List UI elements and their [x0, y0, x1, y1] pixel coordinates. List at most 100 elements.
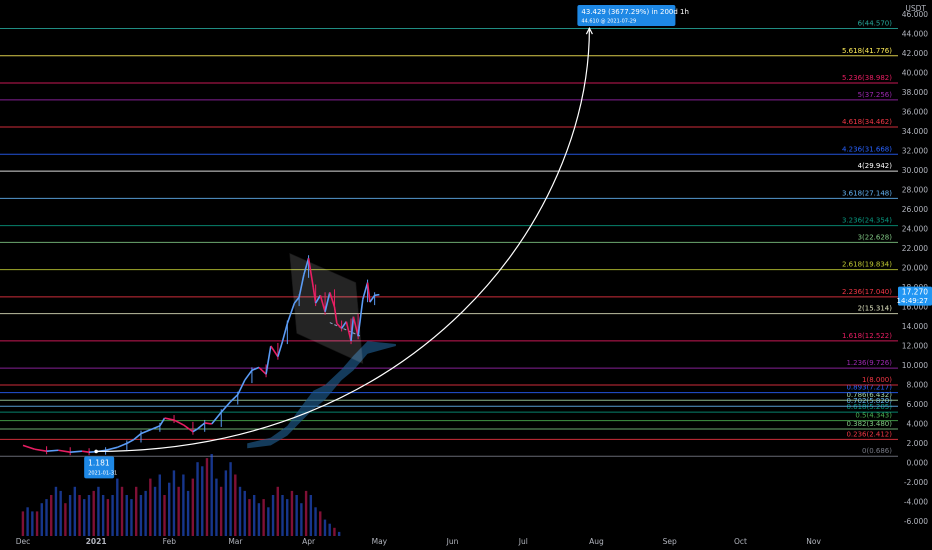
fib-level-label: 0.5(4.343) [855, 412, 892, 420]
y-tick-label: 42.000 [902, 49, 928, 58]
price-segment [307, 258, 315, 288]
price-segment [183, 424, 194, 433]
y-tick-label: 44.000 [902, 30, 928, 39]
price-segment [369, 294, 376, 303]
volume-bar [219, 486, 223, 536]
labels-group: 1.181 2021-01-31 43.429 (3677.29%) in 200d… [84, 5, 689, 479]
price-segment [281, 323, 289, 342]
projection-arrowhead [585, 26, 593, 35]
price-segment [140, 428, 154, 435]
volume-bar [40, 503, 43, 536]
volume-bar [224, 470, 228, 536]
volume-bar [333, 527, 336, 536]
volume-bar [238, 486, 242, 536]
x-tick-label: Apr [302, 537, 316, 546]
volume-bar [92, 490, 95, 536]
volume-bar [83, 499, 86, 536]
x-axis-background [0, 536, 932, 550]
volume-bar [191, 478, 195, 536]
volume-bar [257, 503, 261, 536]
price-segment [22, 444, 36, 451]
volume-bar [229, 462, 232, 536]
y-tick-label: 32.000 [902, 147, 928, 156]
price-segment [366, 282, 371, 303]
channel-midline [329, 322, 361, 337]
volume-bar [196, 462, 199, 536]
fib-level-label: 0.893(7.217) [846, 384, 892, 392]
fib-levels-group: 0(0.686) 0.236(2.412) 0.382(3.480)0.5(4.34… [0, 20, 898, 457]
fib-level-label: 0.236(2.412) [846, 430, 892, 438]
fib-level-label: 4.236(31.668) [842, 145, 892, 153]
x-tick-label: Mar [228, 537, 243, 546]
x-tick-label: Jul [518, 537, 528, 546]
volume-bar [182, 474, 185, 536]
volume-bar [215, 478, 218, 536]
volume-bar [319, 511, 322, 536]
y-tick-label: 28.000 [902, 186, 928, 195]
fib-level-label: 5.618(41.776) [842, 47, 892, 55]
price-segment [333, 306, 338, 324]
volume-bar [97, 486, 100, 536]
y-tick-label: 46.000 [902, 10, 928, 19]
volume-bar [262, 499, 265, 536]
volume-bar [304, 490, 308, 536]
price-segment [197, 422, 206, 430]
volume-bar [64, 503, 67, 536]
volume-bar [328, 523, 331, 536]
volume-bar [309, 495, 313, 536]
y-tick-label: -6.000 [904, 517, 928, 526]
price-segment [237, 379, 246, 396]
y-tick-label: 10.000 [902, 361, 928, 370]
end-point-change: 43.429 (3677.29%) in 200d 1h [581, 8, 689, 16]
volume-bar [101, 495, 105, 536]
volume-bar [286, 499, 289, 536]
price-segment [265, 345, 272, 375]
volume-bar [281, 495, 284, 536]
y-tick-label: 8.000 [907, 380, 929, 389]
volume-bar [144, 490, 147, 536]
price-segment [164, 417, 175, 421]
volume-bar [172, 470, 176, 536]
volume-bar [271, 495, 275, 536]
fib-level-label: 0.786(6.432) [846, 391, 892, 399]
volume-bar [177, 486, 180, 536]
volume-bar [68, 495, 72, 536]
price-segment [58, 449, 71, 453]
price-segment [159, 417, 166, 427]
current-price-badge [898, 286, 932, 306]
projection-group [94, 26, 593, 454]
volume-bar [31, 511, 34, 536]
volume-bar [78, 495, 81, 536]
y-tick-label: 36.000 [902, 108, 928, 117]
volume-bar [153, 486, 157, 536]
price-segment [286, 302, 296, 324]
current-price-value: 17.270 [902, 288, 928, 297]
volume-bar [276, 486, 279, 536]
ichimoku-cloud [247, 341, 396, 449]
volume-bar [54, 486, 58, 536]
price-segment [34, 448, 47, 453]
fib-level-label: 1.618(12.522) [842, 332, 892, 340]
volume-bar [201, 466, 204, 536]
y-tick-label: 26.000 [902, 205, 928, 214]
volume-bar [134, 486, 138, 536]
x-axis[interactable]: Dec 2021 Feb Mar Apr May Jun Jul Aug Sep Oct Nov [0, 536, 932, 550]
volume-bar [73, 486, 77, 536]
fib-level-label: 2(15.314) [858, 305, 893, 313]
y-tick-label: 4.000 [907, 419, 929, 428]
volume-bar [26, 507, 29, 536]
volume-bar [168, 482, 171, 536]
volume-bar [205, 458, 209, 536]
price-segment [204, 422, 212, 425]
volume-bar [248, 499, 251, 536]
price-segment [350, 316, 355, 342]
y-tick-label: 30.000 [902, 166, 928, 175]
start-point-badge [84, 456, 115, 479]
price-segment [211, 411, 222, 425]
y-tick-label: 0.000 [907, 458, 929, 467]
y-axis-background [898, 0, 932, 550]
price-segment [192, 428, 199, 433]
